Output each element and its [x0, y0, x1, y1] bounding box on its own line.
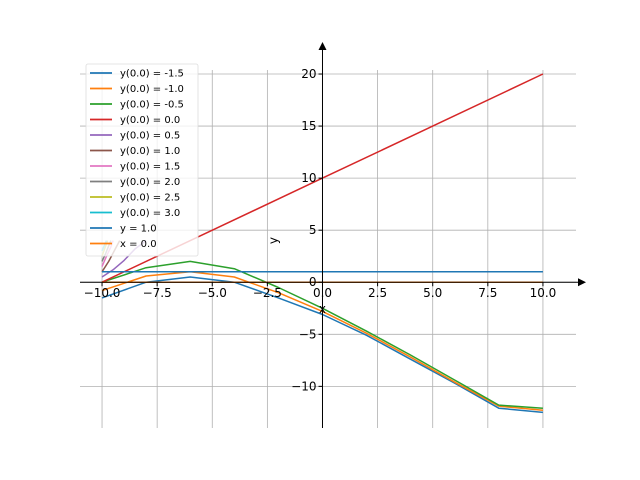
y-tick-label: −10 [291, 379, 316, 393]
legend-label: y(0.0) = 3.0 [120, 208, 180, 219]
legend-label: y(0.0) = -1.0 [120, 84, 184, 95]
y-tick-label: 0 [309, 275, 317, 289]
y-tick-label: 15 [301, 119, 316, 133]
legend-label: x = 0.0 [120, 239, 157, 250]
x-tick-label: 10.0 [530, 286, 557, 300]
legend-label: y(0.0) = 0.0 [120, 115, 180, 126]
legend-label: y(0.0) = 0.5 [120, 131, 180, 142]
y-tick-label: 5 [309, 223, 317, 237]
legend-label: y(0.0) = 2.5 [120, 193, 180, 204]
legend-label: y(0.0) = -0.5 [120, 100, 184, 111]
y-tick-label: −5 [299, 327, 317, 341]
legend-label: y(0.0) = 2.0 [120, 177, 180, 188]
legend-label: y(0.0) = -1.5 [120, 69, 184, 80]
y-tick-label: 20 [301, 67, 316, 81]
x-tick-label: 2.5 [368, 286, 387, 300]
x-tick-label: −10.0 [84, 286, 121, 300]
x-tick-label: −5.0 [198, 286, 227, 300]
x-tick-label: −2.5 [253, 286, 282, 300]
x-tick-label: 7.5 [478, 286, 497, 300]
y-axis-label: y [266, 237, 280, 244]
legend-label: y(0.0) = 1.0 [120, 146, 180, 157]
x-axis-label: x [319, 302, 326, 316]
ticks: −10.0 −7.5 −5.0 −2.5 0.0 2.5 5.0 7.5 10.0 −10 −5 0 5… [84, 67, 557, 393]
legend: y(0.0) = -1.5 y(0.0) = -1.0 y(0.0) = -0.5 y… [85, 63, 199, 257]
axes [80, 42, 586, 428]
legend-label: y(0.0) = 1.5 [120, 162, 180, 173]
x-tick-label: 0.0 [313, 286, 332, 300]
x-tick-label: −7.5 [143, 286, 172, 300]
x-axis-arrow [578, 278, 586, 287]
legend-box [85, 63, 199, 257]
y-tick-label: 10 [301, 171, 316, 185]
legend-label: y = 1.0 [120, 224, 157, 235]
y-axis-arrow [318, 42, 327, 50]
x-tick-label: 5.0 [423, 286, 442, 300]
